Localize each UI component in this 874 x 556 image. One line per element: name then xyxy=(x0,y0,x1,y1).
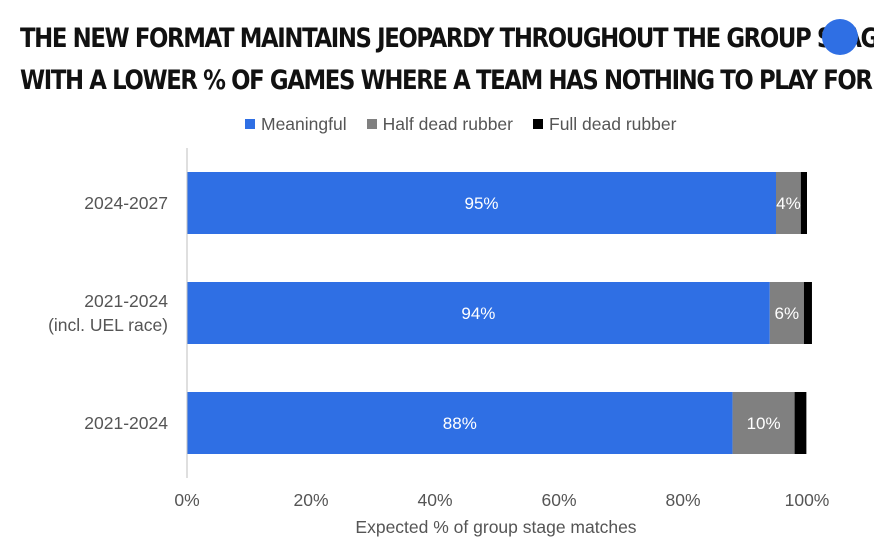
legend-item-meaningful: Meaningful xyxy=(245,114,347,135)
category-label-2-0: 2021-2024 xyxy=(84,413,168,433)
bar-segment-0-0 xyxy=(187,172,776,234)
bar-segment-0-1 xyxy=(187,282,770,344)
chart-legend: Meaningful Half dead rubber Full dead ru… xyxy=(245,114,696,134)
legend-item-full-dead-rubber: Full dead rubber xyxy=(533,114,676,135)
data-label-0-1: 94% xyxy=(461,304,495,323)
category-label-1-1: (incl. UEL race) xyxy=(48,315,168,335)
x-tick-label-3: 60% xyxy=(541,490,576,510)
data-label-0-2: 88% xyxy=(443,414,477,433)
legend-label-full-dead-rubber: Full dead rubber xyxy=(549,113,677,134)
bar-segment-2-1 xyxy=(803,282,812,344)
legend-label-half-dead-rubber: Half dead rubber xyxy=(382,113,513,134)
data-label-1-1: 6% xyxy=(775,304,800,323)
x-tick-label-2: 40% xyxy=(417,490,452,510)
bar-segment-1-1 xyxy=(769,282,804,344)
category-label-0-0: 2024-2027 xyxy=(84,193,168,213)
bar-segment-1-0 xyxy=(776,172,801,234)
bar-segment-2-0 xyxy=(800,172,807,234)
x-tick-label-4: 80% xyxy=(665,490,700,510)
category-label-1-0: 2021-2024 xyxy=(84,291,168,311)
bar-segment-0-2 xyxy=(187,392,733,454)
legend-swatch-meaningful xyxy=(245,119,255,129)
legend-swatch-full-dead-rubber xyxy=(533,119,543,129)
data-label-1-0: 4% xyxy=(776,194,801,213)
legend-item-half-dead-rubber: Half dead rubber xyxy=(366,113,513,135)
legend-swatch-half-dead-rubber xyxy=(366,119,377,129)
data-label-0-0: 95% xyxy=(464,194,498,213)
legend-label-meaningful: Meaningful xyxy=(261,113,347,134)
x-tick-label-1: 20% xyxy=(293,490,328,510)
x-axis-title: Expected % of group stage matches xyxy=(355,517,637,537)
x-tick-label-0: 0% xyxy=(174,490,199,510)
brand-circle-icon xyxy=(822,19,858,55)
bar-segment-2-2 xyxy=(794,392,807,454)
bar-segment-1-2 xyxy=(732,392,795,454)
x-tick-label-5: 100% xyxy=(785,490,830,510)
data-label-1-2: 10% xyxy=(747,414,781,433)
